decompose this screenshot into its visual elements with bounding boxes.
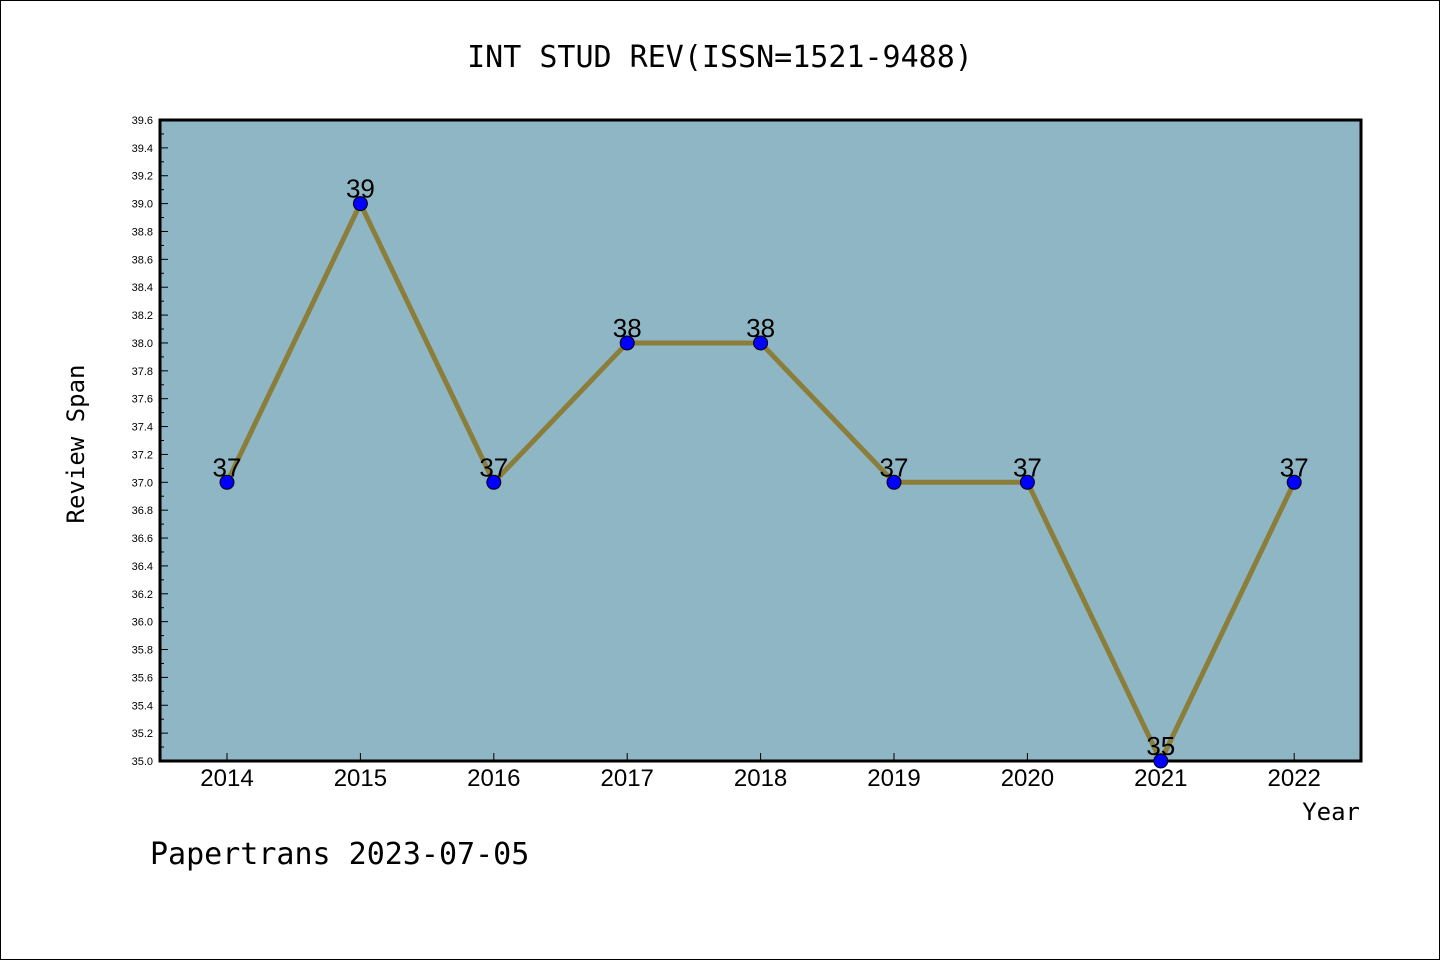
y-tick-label: 35.4 <box>132 700 153 712</box>
y-tick-label: 38.0 <box>132 338 153 350</box>
y-tick-label: 37.0 <box>132 477 153 489</box>
y-tick-label: 37.8 <box>132 366 153 378</box>
y-tick-label: 37.4 <box>132 422 153 434</box>
y-tick-label: 38.8 <box>132 226 153 238</box>
y-tick-label: 36.6 <box>132 533 153 545</box>
x-tick-label: 2014 <box>200 765 253 792</box>
y-tick-label: 38.2 <box>132 310 153 322</box>
y-tick-label: 37.6 <box>132 394 153 406</box>
data-point-marker <box>1153 753 1169 769</box>
x-tick-label: 2020 <box>1001 765 1054 792</box>
data-point-marker <box>619 335 635 351</box>
footer-text: Papertrans 2023-07-05 <box>150 837 529 872</box>
y-tick-label: 36.4 <box>132 561 153 573</box>
data-label: 37 <box>880 452 909 482</box>
y-axis-label: Review Span <box>62 365 90 524</box>
y-tick-label: 35.6 <box>132 672 153 684</box>
x-tick-label: 2018 <box>734 765 787 792</box>
data-label: 37 <box>479 452 508 482</box>
x-tick-label: 2022 <box>1268 765 1321 792</box>
data-label: 38 <box>613 313 642 343</box>
y-tick-label: 36.8 <box>132 505 153 517</box>
x-tick-label: 2017 <box>601 765 654 792</box>
data-point-marker <box>1286 474 1302 490</box>
data-label: 35 <box>1146 731 1175 761</box>
data-label: 37 <box>1013 452 1042 482</box>
data-labels: 37 39 37 38 38 37 37 35 37 <box>213 174 1309 761</box>
data-point-marker <box>753 335 769 351</box>
y-tick-label: 35.0 <box>132 756 153 768</box>
y-tick-label: 35.2 <box>132 728 153 740</box>
y-tick-label: 39.0 <box>132 199 153 211</box>
y-tick-label: 36.0 <box>132 617 153 629</box>
y-tick-label: 38.4 <box>132 282 153 294</box>
data-point-marker <box>886 474 902 490</box>
y-axis: 35.0 35.2 35.4 35.6 35.8 36.0 36.2 36.4 36.6 36.8… <box>132 115 168 768</box>
x-tick-label: 2016 <box>467 765 520 792</box>
data-point-marker <box>486 474 502 490</box>
x-tick-label: 2021 <box>1134 765 1187 792</box>
data-label: 37 <box>213 452 242 482</box>
y-tick-label: 39.2 <box>132 171 153 183</box>
chart-title: INT STUD REV(ISSN=1521-9488) <box>467 40 973 75</box>
y-tick-label: 35.8 <box>132 645 153 657</box>
data-label: 39 <box>346 174 375 204</box>
x-axis-label: Year <box>1302 798 1360 826</box>
x-axis: 2014 2015 2016 2017 2018 2019 2020 2021 2022 <box>200 753 1321 792</box>
data-label: 37 <box>1280 452 1309 482</box>
data-point-marker <box>1019 474 1035 490</box>
y-tick-label: 38.6 <box>132 254 153 266</box>
x-tick-label: 2015 <box>334 765 387 792</box>
x-tick-label: 2019 <box>867 765 920 792</box>
data-point-marker <box>352 196 368 212</box>
series-line-group <box>219 196 1302 769</box>
y-tick-label: 39.6 <box>132 115 153 127</box>
data-point-marker <box>219 474 235 490</box>
y-tick-label: 39.4 <box>132 143 153 155</box>
plot-area <box>158 118 1363 763</box>
y-tick-label: 37.2 <box>132 449 153 461</box>
data-label: 38 <box>746 313 775 343</box>
y-tick-label: 36.2 <box>132 589 153 601</box>
